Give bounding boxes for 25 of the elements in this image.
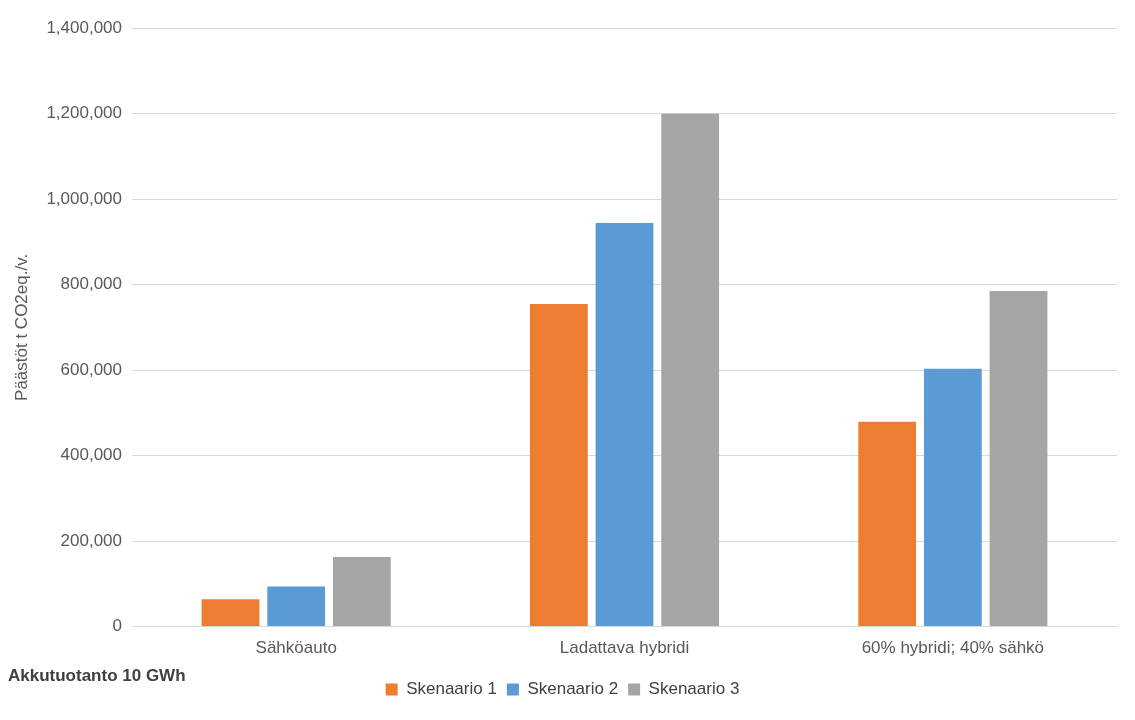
y-tick-label: 800,000	[60, 274, 123, 294]
bar	[661, 113, 720, 627]
bar	[989, 291, 1048, 627]
bar	[267, 586, 326, 627]
y-tick-label: 200,000	[60, 530, 123, 550]
bar	[332, 556, 391, 627]
bar	[858, 421, 917, 627]
bar	[201, 599, 260, 627]
legend-label: Skenaario 1	[406, 679, 497, 699]
y-tick-label: 1,400,000	[46, 17, 123, 37]
legend-label: Skenaario 3	[648, 679, 740, 699]
bar	[529, 303, 588, 627]
y-tick-label: 600,000	[60, 359, 123, 379]
bar	[595, 223, 654, 627]
x-tick-label: 60% hybridi; 40% sähkö	[861, 638, 1045, 658]
y-tick-label: 1,000,000	[46, 188, 123, 208]
legend-label: Skenaario 2	[527, 679, 619, 699]
y-axis-title: Päästöt t CO2eq./v.	[11, 253, 31, 401]
bar	[923, 368, 982, 627]
x-tick-label: Ladattava hybridi	[559, 638, 690, 658]
y-tick-label: 400,000	[60, 445, 123, 465]
x-tick-label: Sähköauto	[255, 638, 337, 658]
y-tick-label: 1,200,000	[46, 103, 123, 123]
y-tick-label: 0	[112, 616, 123, 636]
text: Akkutuotanto 10 GWh	[8, 666, 186, 686]
